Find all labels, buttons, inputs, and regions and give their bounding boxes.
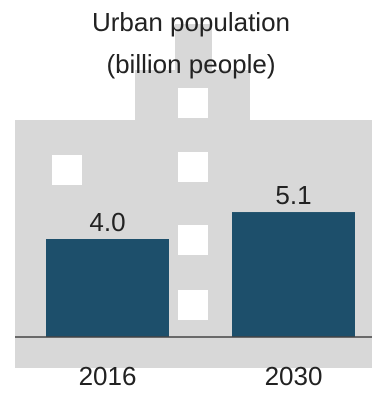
bar-2030 xyxy=(232,212,355,337)
data-label-2030: 5.1 xyxy=(275,180,311,210)
window xyxy=(52,155,82,185)
chart-title-line-1: Urban population xyxy=(92,7,290,37)
data-label-2016: 4.0 xyxy=(89,207,125,237)
window xyxy=(178,290,208,320)
chart-title-line-2: (billion people) xyxy=(106,49,275,79)
tick-label-2030: 2030 xyxy=(265,361,323,391)
bar-2016 xyxy=(46,239,169,337)
window xyxy=(178,152,208,182)
tick-label-2016: 2016 xyxy=(79,361,137,391)
window xyxy=(178,225,208,255)
window xyxy=(178,88,208,118)
